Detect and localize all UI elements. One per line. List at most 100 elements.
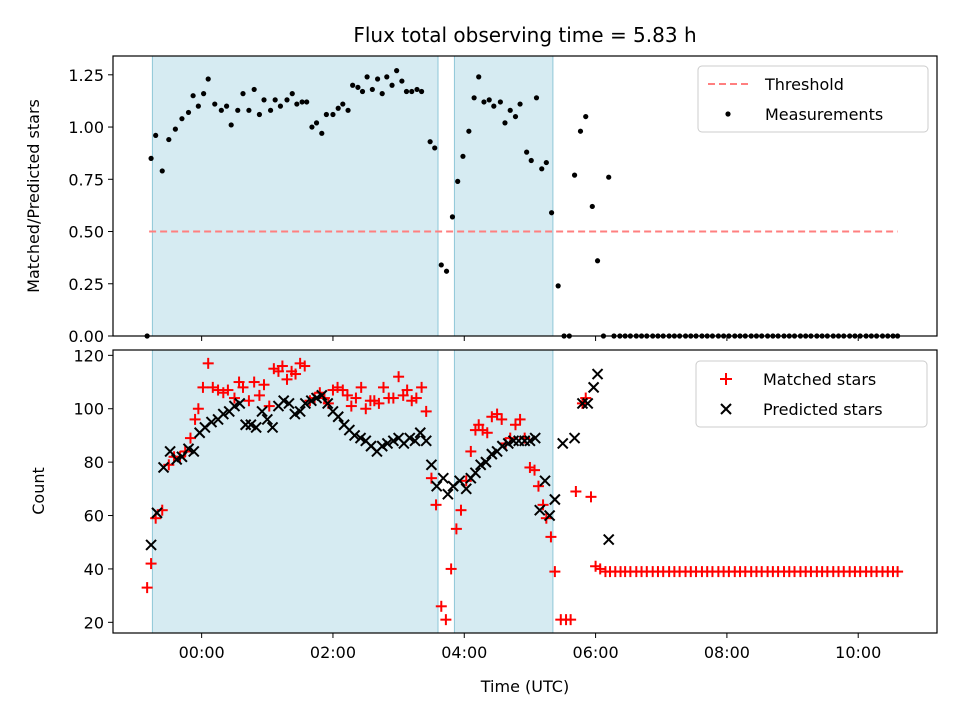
- matched-point: [416, 381, 428, 393]
- measurement-point: [497, 99, 503, 105]
- measurement-point: [594, 258, 601, 264]
- measurement-point: [267, 107, 274, 113]
- measurement-point: [246, 107, 252, 113]
- predicted-point: [188, 445, 200, 458]
- predicted-point: [469, 467, 482, 479]
- predicted-point: [420, 435, 432, 447]
- top-x-ticks: [201, 336, 859, 341]
- measurement-point: [399, 78, 405, 84]
- measurement-point: [289, 91, 295, 97]
- matched-point: [450, 523, 462, 535]
- predicted-point: [234, 397, 246, 410]
- matched-point: [350, 392, 362, 404]
- bottom-axes-frame: [112, 349, 938, 634]
- predicted-point: [409, 435, 421, 447]
- matched-point: [243, 395, 255, 407]
- matched-point: [222, 384, 234, 396]
- measurement-point: [528, 157, 534, 164]
- matched-point: [378, 381, 390, 393]
- predicted-point: [430, 480, 443, 492]
- top-y-tick-label: 0.50: [68, 223, 104, 242]
- matched-point: [341, 389, 353, 401]
- matched-point: [276, 360, 288, 372]
- predicted-point: [294, 405, 306, 418]
- measurement-point: [571, 172, 578, 178]
- measurement-point: [502, 120, 508, 126]
- top-y-tick-label: 0.00: [68, 327, 104, 346]
- measurement-point: [409, 88, 415, 95]
- matched-point: [430, 499, 442, 511]
- top-legend: Threshold Measurements: [697, 65, 929, 133]
- matched-point: [460, 475, 472, 487]
- predicted-point: [321, 397, 334, 410]
- predicted-point: [151, 507, 163, 519]
- predicted-point: [587, 381, 600, 394]
- legend-measurements-swatch: [725, 111, 731, 117]
- bottom-x-tick-label: 06:00: [573, 643, 619, 662]
- measurement-point: [384, 74, 390, 80]
- top-axes-frame: [112, 55, 938, 337]
- matched-point: [360, 403, 372, 415]
- predicted-point: [496, 440, 509, 452]
- matched-point: [393, 371, 405, 383]
- matched-point: [258, 379, 270, 391]
- measurement-point: [355, 84, 361, 90]
- measurement-point: [379, 91, 385, 97]
- predicted-point: [539, 475, 551, 487]
- predicted-point: [591, 368, 604, 380]
- measurement-point: [449, 214, 456, 220]
- bottom-y-ticks: 20 40 60 80 100 120: [73, 346, 113, 632]
- measurement-point: [277, 103, 284, 109]
- legend-threshold-label: Threshold: [764, 75, 844, 94]
- measurement-point: [190, 93, 196, 99]
- top-shaded-intervals: [151, 55, 554, 337]
- measurement-point: [524, 149, 530, 155]
- measurement-point: [345, 107, 351, 113]
- bottom-shaded-interval: [151, 349, 439, 634]
- measurement-point: [418, 88, 425, 95]
- measurement-point: [432, 145, 438, 151]
- measurement-point: [455, 178, 461, 184]
- predicted-point: [581, 397, 594, 410]
- measurement-point: [294, 101, 300, 107]
- measurement-point: [218, 107, 224, 113]
- measurement-point: [512, 113, 519, 120]
- bottom-y-tick-label: 20: [84, 613, 104, 632]
- measurement-point: [555, 283, 561, 289]
- matched-point: [529, 464, 541, 476]
- measurement-point: [223, 103, 230, 109]
- measurement-point: [427, 139, 433, 145]
- bottom-y-tick-label: 60: [84, 507, 104, 526]
- matched-point: [189, 413, 201, 425]
- legend-measurements-label: Measurements: [765, 105, 883, 124]
- bottom-x-ticks: 00:00 02:00 04:00 06:00 08:00 10:00: [179, 633, 881, 662]
- bottom-x-tick-label: 00:00: [179, 643, 225, 662]
- matched-point: [455, 504, 467, 516]
- measurement-point: [323, 111, 329, 118]
- measurement-point: [369, 86, 375, 93]
- measurement-point: [364, 74, 370, 80]
- measurement-point: [159, 168, 165, 174]
- bottom-y-tick-label: 40: [84, 560, 104, 579]
- measurement-point: [148, 155, 154, 161]
- top-y-tick-label: 0.75: [68, 170, 104, 189]
- measurement-point: [414, 86, 420, 93]
- predicted-point: [381, 437, 394, 450]
- matched-point: [184, 432, 196, 444]
- bottom-legend: Matched stars Predicted stars: [695, 360, 928, 428]
- chart-title: Flux total observing time = 5.83 h: [353, 23, 696, 47]
- measurement-point: [299, 99, 305, 105]
- measurement-point: [319, 130, 325, 136]
- matched-point: [549, 566, 561, 578]
- measurement-point: [153, 132, 159, 139]
- x-axis-label: Time (UTC): [480, 677, 569, 696]
- matched-point: [440, 614, 452, 626]
- measurement-point: [359, 88, 366, 95]
- measurement-point: [185, 109, 192, 116]
- predicted-point: [157, 461, 170, 474]
- measurement-point: [228, 122, 234, 128]
- measurement-point: [438, 262, 444, 268]
- bottom-x-tick-label: 04:00: [441, 643, 487, 662]
